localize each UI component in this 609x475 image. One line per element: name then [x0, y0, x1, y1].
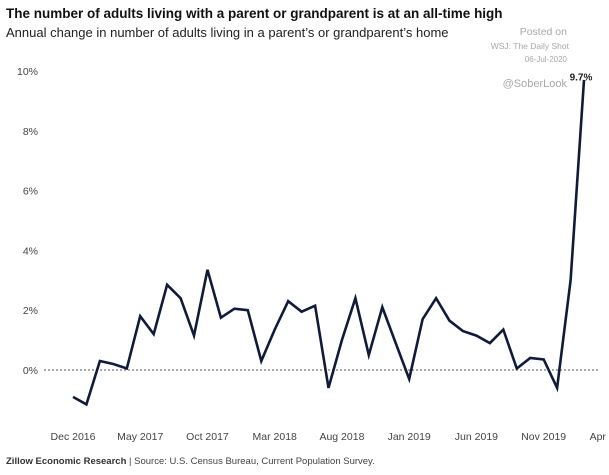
y-tick-label: 10%	[17, 66, 38, 78]
x-tick-label: Aug 2018	[319, 431, 364, 443]
x-tick-label: Jun 2019	[455, 431, 498, 443]
y-tick-label: 2%	[23, 305, 38, 317]
footer-source: Source: U.S. Census Bureau, Current Popu…	[134, 456, 375, 467]
x-tick-label: May 2017	[117, 431, 163, 443]
end-value-label: 9.7%	[570, 72, 593, 83]
watermark-date: 06-Jul-2020	[524, 55, 567, 64]
chart-footer: Zillow Economic Research | Source: U.S. …	[6, 456, 375, 467]
watermark-outlet: WSJ: The Daily Shot	[490, 41, 569, 51]
y-tick-label: 0%	[23, 365, 38, 377]
y-tick-label: 6%	[23, 186, 38, 198]
watermark-posted: Posted on	[519, 26, 567, 38]
y-tick-label: 8%	[23, 126, 38, 138]
series-line	[72, 79, 586, 407]
x-tick-label: Oct 2017	[186, 431, 229, 443]
x-tick-label: Mar 2018	[253, 431, 298, 443]
chart-title: The number of adults living with a paren…	[6, 6, 503, 21]
y-tick-label: 4%	[23, 245, 38, 257]
x-tick-label: Nov 2019	[521, 431, 566, 443]
x-tick-label: Apr 2020	[590, 431, 609, 443]
x-tick-label: Jan 2019	[388, 431, 431, 443]
chart-subtitle: Annual change in number of adults living…	[6, 25, 449, 40]
footer-org: Zillow Economic Research	[6, 456, 127, 467]
x-tick-label: Dec 2016	[51, 431, 96, 443]
watermark-handle: @SoberLook	[502, 78, 567, 90]
